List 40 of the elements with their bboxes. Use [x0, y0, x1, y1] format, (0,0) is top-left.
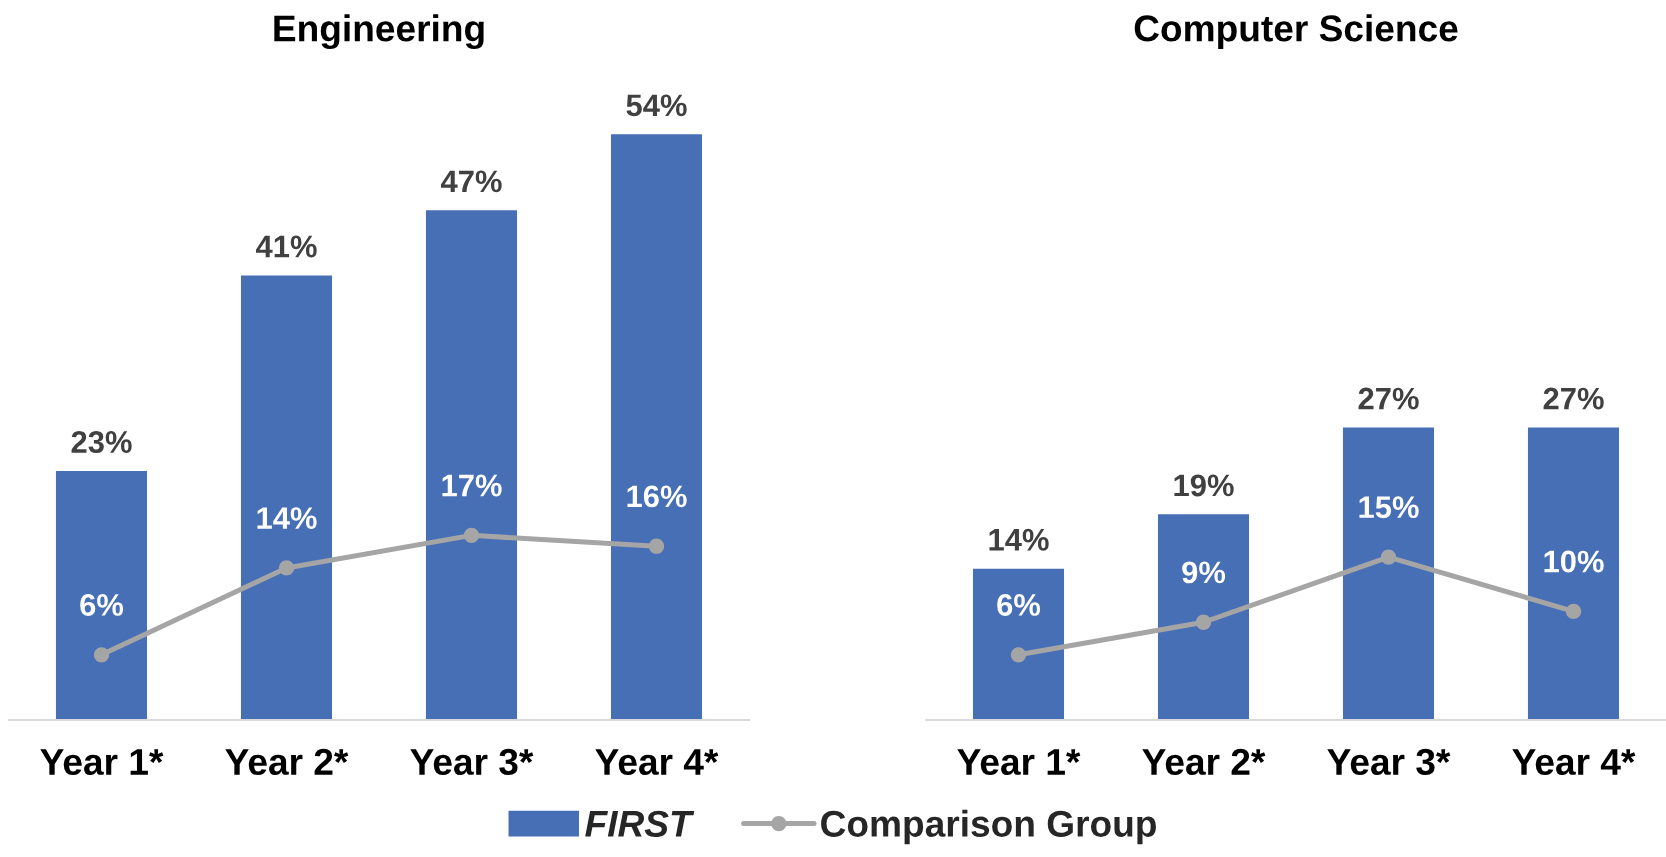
point: [278, 560, 295, 576]
data-label: 41%: [255, 235, 317, 258]
point: [463, 527, 480, 543]
data-label: 14%: [989, 528, 1049, 551]
point: [1565, 603, 1582, 620]
chart-title: Computer Science: [1134, 14, 1458, 49]
bar: [239, 274, 334, 720]
x-tick-label: Year 1*: [957, 749, 1081, 776]
x-tick-label: Year 1*: [40, 749, 164, 776]
point: [93, 647, 110, 663]
data-label: 16%: [627, 485, 687, 508]
x-tick-label: Year 2*: [1142, 748, 1266, 776]
data-label: 14%: [257, 507, 317, 529]
legend-label: FIRST: [585, 810, 695, 837]
x-tick-label: Year 4*: [595, 749, 719, 776]
data-label: 47%: [440, 170, 502, 193]
data-label: 27%: [1358, 387, 1419, 410]
data-label: 17%: [442, 474, 502, 497]
x-tick-label: Year 3*: [1327, 748, 1451, 776]
data-label: 6%: [80, 593, 124, 616]
point: [648, 538, 665, 554]
data-label: 23%: [71, 431, 132, 454]
bar: [609, 132, 704, 720]
chart-title: Engineering: [274, 14, 484, 50]
data-label: 19%: [1174, 474, 1234, 497]
point: [1380, 549, 1397, 565]
data-label: 6%: [997, 593, 1041, 616]
bar: [54, 469, 149, 720]
point: [1010, 647, 1027, 663]
x-tick-label: Year 2*: [225, 748, 349, 776]
x-tick-label: Year 3*: [410, 748, 534, 776]
data-label: 54%: [626, 94, 687, 117]
data-label: 27%: [1543, 387, 1604, 410]
point: [1195, 614, 1212, 630]
legend-label: Comparison Group: [821, 809, 1156, 845]
data-label: 15%: [1359, 496, 1419, 519]
x-tick-label: Year 4*: [1512, 749, 1636, 776]
data-label: 9%: [1182, 561, 1226, 584]
bar: [424, 208, 519, 720]
data-label: 10%: [1544, 550, 1604, 573]
